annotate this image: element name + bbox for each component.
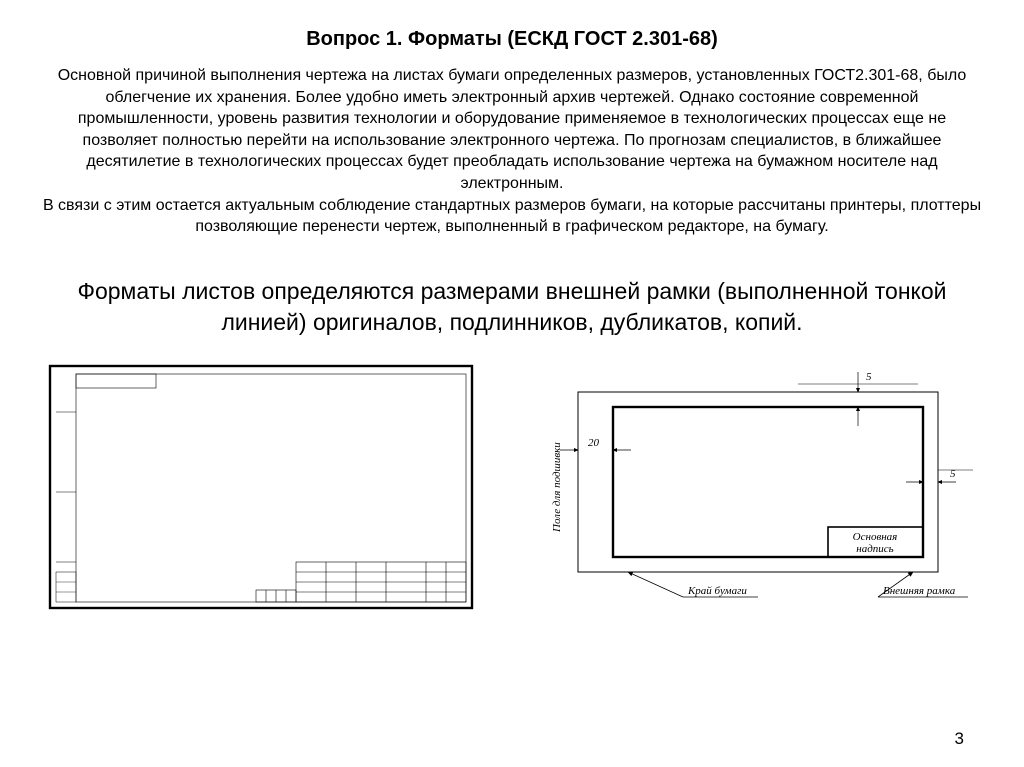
label-frame: Внешняя рамка <box>883 585 956 597</box>
figure-left-sheet <box>46 362 476 612</box>
figures-row: 5 20 5 Поле для подшивки Основная надпис… <box>40 362 984 612</box>
dim-top: 5 <box>866 371 872 383</box>
label-titleblock-1: Основная <box>853 531 898 543</box>
subheading: Форматы листов определяются размерами вн… <box>40 276 984 338</box>
label-titleblock-2: надпись <box>856 543 893 555</box>
page-number: 3 <box>955 729 964 749</box>
label-binding: Поле для подшивки <box>551 442 563 533</box>
body-paragraph: Основной причиной выполнения чертежа на … <box>40 65 984 238</box>
figure-right-diagram: 5 20 5 Поле для подшивки Основная надпис… <box>518 362 978 612</box>
page-title: Вопрос 1. Форматы (ЕСКД ГОСТ 2.301-68) <box>40 28 984 51</box>
dim-left: 20 <box>588 437 600 449</box>
label-edge: Край бумаги <box>687 585 747 597</box>
